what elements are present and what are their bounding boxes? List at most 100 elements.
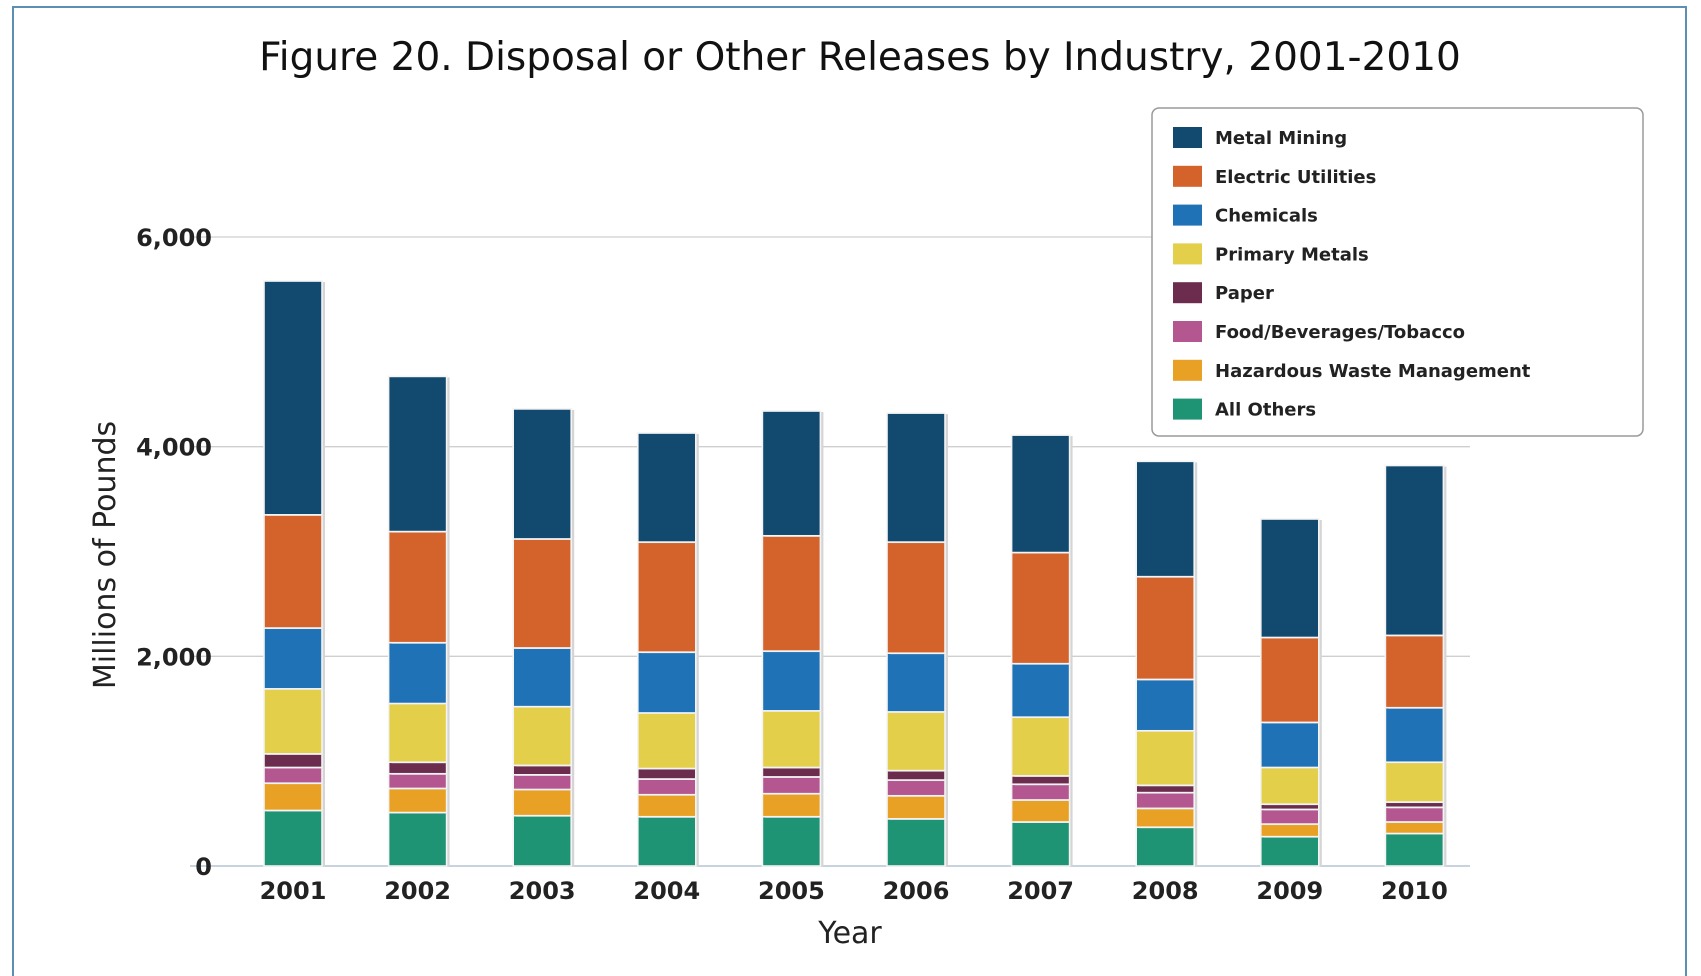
bar-segment [263,514,323,629]
legend-swatch [1173,165,1202,187]
bar-segment [1260,721,1320,769]
x-tick-label: 2007 [1007,877,1074,905]
legend-swatch [1173,282,1202,304]
legend-item: All Others [1173,398,1316,421]
bar-segment [636,793,697,818]
bar-segment [512,408,573,540]
x-tick-label: 2010 [1381,877,1448,905]
x-tick-label: 2003 [509,877,576,905]
bar-segment [886,541,946,654]
bar-segment [1384,806,1445,823]
bar-segment [636,541,697,653]
bar-segment [886,794,946,820]
legend-item: Hazardous Waste Management [1173,359,1531,382]
bar-segment [886,818,946,867]
bar-segment [1135,460,1195,578]
bar-segment [1135,678,1195,732]
bar-segment [263,753,323,769]
bar-segment [512,647,573,708]
bar-segment [1384,706,1445,764]
legend-swatch [1173,398,1202,420]
bar-segment [512,814,573,867]
bar-segment [1384,761,1445,803]
bar-segment [1135,807,1195,829]
y-tick-label: 0 [195,853,212,881]
legend-swatch [1173,127,1202,148]
bar-segment [263,627,323,690]
bar-segment [1010,821,1071,867]
bar-segment [1384,832,1445,867]
bars [263,280,1447,867]
bar-segment [1135,826,1195,867]
bar-segment [1260,823,1320,838]
bar-segment [1010,775,1071,786]
bar-segment [263,782,323,812]
bar-segment [387,787,448,814]
y-axis-ticks: 0 2,000 4,000 6,000 [136,224,212,881]
bar-segment [512,764,573,776]
x-tick-label: 2004 [633,877,700,905]
x-tick-label: 2009 [1256,877,1323,905]
bar-segment [387,375,448,533]
legend-box [1151,107,1644,437]
legend-item: Chemicals [1173,204,1318,227]
legend-swatch [1173,204,1202,226]
bar-segment [1384,634,1445,709]
bar-segment [1010,434,1071,554]
bar-stack-2009 [1260,518,1322,867]
bar-stack-2010 [1384,464,1447,867]
bar-segment [387,530,448,644]
bar-segment [761,650,822,712]
legend-swatch [1173,243,1202,265]
figure-frame [12,6,1687,976]
bar-segment [1010,716,1071,777]
bar-segment [1010,551,1071,665]
bar-segment [636,432,697,543]
bar-segment [1010,783,1071,801]
bar-stack-2001 [263,280,325,867]
bar-segment [886,652,946,713]
bar-segment [263,688,323,755]
bar-stack-2006 [886,412,948,867]
legend-label: Primary Metals [1215,244,1369,265]
bar-segment [263,280,323,516]
bar-stack-2008 [1135,460,1198,867]
x-tick-label: 2001 [260,877,327,905]
legend-label: Metal Mining [1215,128,1347,149]
bar-segment [886,412,946,543]
bar-segment [1135,784,1195,794]
x-tick-label: 2008 [1132,877,1199,905]
bar-segment [1260,636,1320,724]
bar-segment [512,788,573,817]
bar-segment [1384,821,1445,835]
x-tick-label: 2002 [384,877,451,905]
bar-segment [886,769,946,781]
bar-segment [1135,729,1195,787]
bar-segment [512,538,573,649]
legend-swatch [1173,321,1202,342]
legend-label: Paper [1215,283,1274,304]
bar-segment [761,766,822,778]
bar-segment [387,641,448,705]
bar-segment [886,779,946,797]
legend-swatch [1173,359,1202,381]
bar-segment [512,705,573,767]
bar-segment [761,710,822,769]
legend-label: All Others [1215,400,1316,421]
y-axis-label: Millions of Pounds [88,421,123,689]
bar-segment [1010,799,1071,823]
bar-segment [263,809,323,867]
y-tick-label: 6,000 [136,224,212,252]
bar-segment [1010,662,1071,718]
bar-segment [761,815,822,867]
y-tick-label: 2,000 [136,643,212,671]
bar-segment [1260,835,1320,867]
bar-segment [636,651,697,714]
bar-segment [1260,766,1320,805]
bar-segment [636,778,697,796]
bar-segment [1260,518,1320,639]
bar-stack-2004 [636,432,699,867]
x-axis-label: Year [817,916,882,951]
bar-segment [761,776,822,795]
legend-item: Food/Beverages/Tobacco [1173,321,1465,343]
